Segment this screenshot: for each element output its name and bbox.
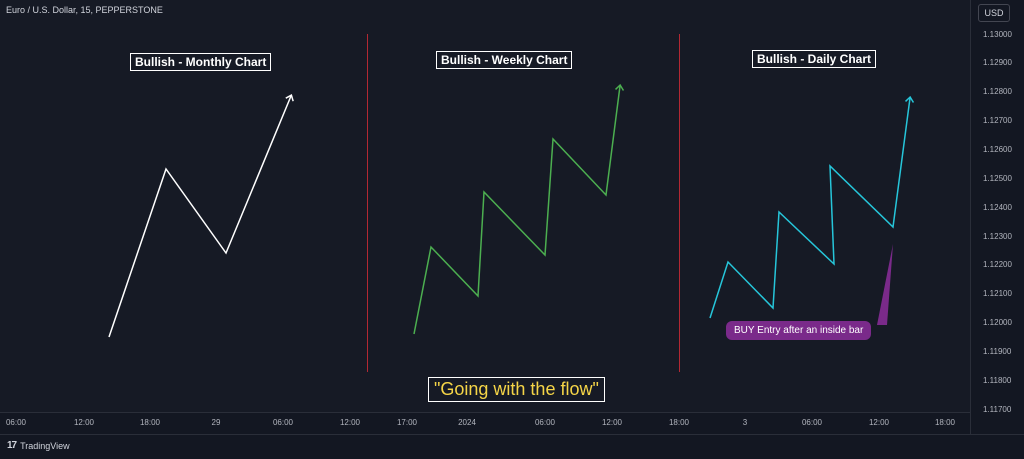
time-label: 17:00 <box>396 418 418 427</box>
price-label: 1.12500 <box>983 174 1012 183</box>
price-axis[interactable] <box>970 0 1024 434</box>
footer-bar <box>0 434 1024 459</box>
price-label: 1.12700 <box>983 116 1012 125</box>
weekly-trend-line <box>413 83 625 335</box>
panel-title-weekly: Bullish - Weekly Chart <box>436 51 573 69</box>
currency-button[interactable]: USD <box>978 4 1010 22</box>
time-label: 06:00 <box>534 418 556 427</box>
time-axis[interactable] <box>0 412 970 435</box>
price-label: 1.11700 <box>983 405 1012 414</box>
price-label: 1.12300 <box>983 232 1012 241</box>
chart-area[interactable] <box>0 0 970 434</box>
buy-entry-note: BUY Entry after an inside bar <box>726 321 872 340</box>
time-label: 12:00 <box>601 418 623 427</box>
price-label: 1.13000 <box>983 30 1012 39</box>
price-label: 1.11800 <box>983 376 1012 385</box>
tradingview-logo[interactable]: 17 TradingView <box>7 440 70 451</box>
time-label: 18:00 <box>934 418 956 427</box>
flow-caption: "Going with the flow" <box>428 377 605 402</box>
time-label: 06:00 <box>5 418 27 427</box>
price-label: 1.12400 <box>983 203 1012 212</box>
chart-drawings <box>108 83 915 338</box>
price-label: 1.12900 <box>983 58 1012 67</box>
time-label: 12:00 <box>868 418 890 427</box>
panel-divider-left <box>367 34 368 372</box>
panel-divider-right <box>679 34 680 372</box>
time-label: 2024 <box>458 418 476 427</box>
symbol-title[interactable]: Euro / U.S. Dollar, 15, PEPPERSTONE <box>6 5 163 15</box>
time-label: 12:00 <box>339 418 361 427</box>
time-label: 18:00 <box>668 418 690 427</box>
price-label: 1.12000 <box>983 318 1012 327</box>
time-label: 29 <box>211 418 221 427</box>
buy-note-pointer <box>877 244 893 325</box>
price-label: 1.12100 <box>983 289 1012 298</box>
time-label: 18:00 <box>139 418 161 427</box>
time-label: 12:00 <box>73 418 95 427</box>
tradingview-logo-icon: 17 <box>7 440 17 451</box>
daily-trend-line <box>709 95 915 319</box>
monthly-trend-line <box>108 93 294 338</box>
panel-title-daily: Bullish - Daily Chart <box>752 50 877 68</box>
tradingview-brand: TradingView <box>20 440 70 451</box>
price-label: 1.11900 <box>983 347 1012 356</box>
time-label: 06:00 <box>272 418 294 427</box>
price-label: 1.12800 <box>983 87 1012 96</box>
price-label: 1.12200 <box>983 260 1012 269</box>
price-label: 1.12600 <box>983 145 1012 154</box>
time-label: 3 <box>742 418 748 427</box>
time-label: 06:00 <box>801 418 823 427</box>
panel-title-monthly: Bullish - Monthly Chart <box>130 53 272 71</box>
